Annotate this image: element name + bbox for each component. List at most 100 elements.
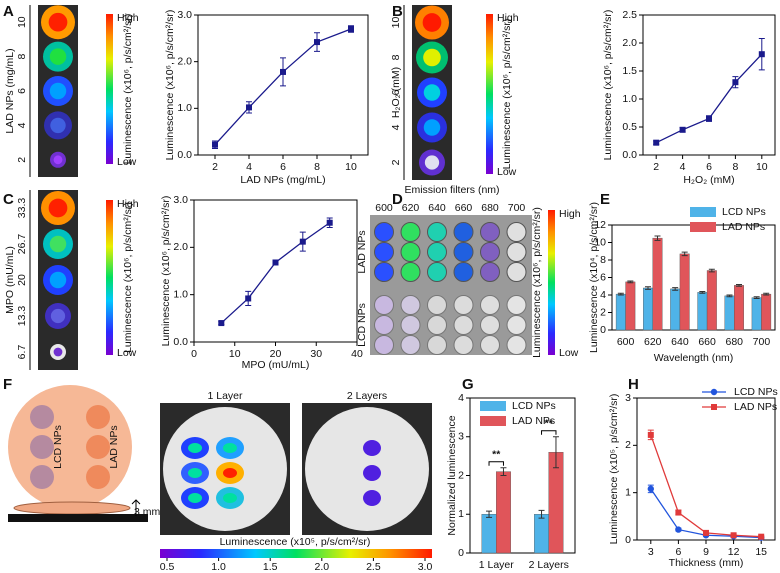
x-tick-label: 2 [653,161,659,173]
y-tick-label: 1 [625,486,631,498]
colorbar-tick-label: 2.5 [366,561,381,573]
well [506,262,527,282]
well [480,335,500,355]
well [400,222,421,242]
legend-label: LCD NPs [734,386,778,398]
x-axis-label: MPO (mU/mL) [242,359,310,371]
y-tick-label: 3 [625,392,631,404]
legend-swatch [690,222,716,232]
panel-letter: F [3,376,12,393]
colorbar-low: Low [117,156,137,168]
well [427,295,447,315]
image-axis-label: MPO (mU/mL) [4,246,16,314]
marker [280,68,286,75]
lcd-spot [30,435,54,459]
legend-label: LAD NPs [512,415,555,427]
well [453,335,474,355]
well-core [53,347,63,357]
well [427,222,447,242]
image-title: 1 Layer [207,390,243,402]
y-tick-label: 4 [600,289,606,301]
panel-letter: H [628,376,639,393]
x-tick-label: 10 [229,348,241,360]
x-tick-label: 9 [703,546,709,558]
well [427,335,447,355]
significance-label: ** [545,418,554,430]
well-core [423,48,441,67]
colorbar-label: Luminescence (x10⁵, p/s/cm²/sr) [220,536,371,548]
x-tick-label: 2 [212,161,218,173]
marker [711,404,717,410]
well [506,222,527,242]
signal [363,440,381,456]
error-bar [699,291,706,294]
column-label: 640 [428,202,446,214]
well [374,295,394,315]
image-tick-label: 6.7 [16,345,28,360]
well [374,222,394,242]
lad-spot [86,465,110,489]
well [480,315,500,335]
line [220,222,331,324]
lcd-spot [30,405,54,429]
marker [326,219,333,226]
bar [481,514,497,554]
well [453,315,474,335]
y-axis-label: Luminescence (x10⁶, p/s/cm²/sr) [602,10,614,161]
bar [706,270,717,331]
y-tick-label: 0.5 [622,121,637,133]
x-tick-label: 6 [280,161,286,173]
y-tick-label: 8 [600,254,606,266]
colorbar-high: High [117,12,139,24]
colorbar [486,14,493,174]
x-tick-label: 10 [345,161,357,173]
lad-spot [86,405,110,429]
y-tick-label: 1.0 [177,102,192,114]
y-tick-label: 1.0 [173,288,188,300]
colorbar-tick-label: 3.0 [418,561,433,573]
well-core [48,198,68,218]
marker [675,509,682,516]
x-tick-label: 4 [680,161,686,173]
colorbar [548,210,555,355]
colorbar-tick-label: 0.5 [160,561,175,573]
marker [653,139,660,146]
line [214,28,352,146]
colorbar-high: High [497,12,519,24]
column-label: 660 [455,202,473,214]
column-label: 680 [481,202,499,214]
line [655,53,763,144]
marker [212,141,218,148]
y-tick-label: 0 [458,547,464,559]
x-axis-label: LAD NPs (mg/mL) [240,174,325,186]
panel-letter: G [462,376,474,393]
marker [299,238,306,245]
y-axis-label: Luminescence (x10⁵, p/s/cm²/sr) [608,394,620,545]
well [400,242,421,262]
y-tick-label: 2.0 [177,55,192,67]
panel-letter: B [392,3,403,20]
error-bar [552,436,559,469]
left-label: LCD NPs [52,425,64,469]
bar [724,295,735,331]
x-axis-label: Wavelength (nm) [654,352,734,364]
x-tick-label: 6 [706,161,712,173]
y-tick-label: 2.0 [622,37,637,49]
well [453,295,474,315]
x-tick-label: 12 [728,546,740,558]
image-tick-label: 2 [390,159,402,165]
marker [732,79,739,86]
stage [8,514,148,522]
lcd-spot [30,465,54,489]
well [480,262,500,282]
colorbar [160,549,432,558]
y-tick-label: 0.0 [173,336,188,348]
well [400,262,421,282]
plot-frame [636,397,776,541]
colorbar [106,14,113,164]
well [374,262,394,282]
y-tick-label: 4 [458,392,464,404]
image-axis-label: LAD NPs (mg/mL) [4,48,16,133]
column-label: 700 [508,202,526,214]
y-tick-label: 2 [600,306,606,318]
